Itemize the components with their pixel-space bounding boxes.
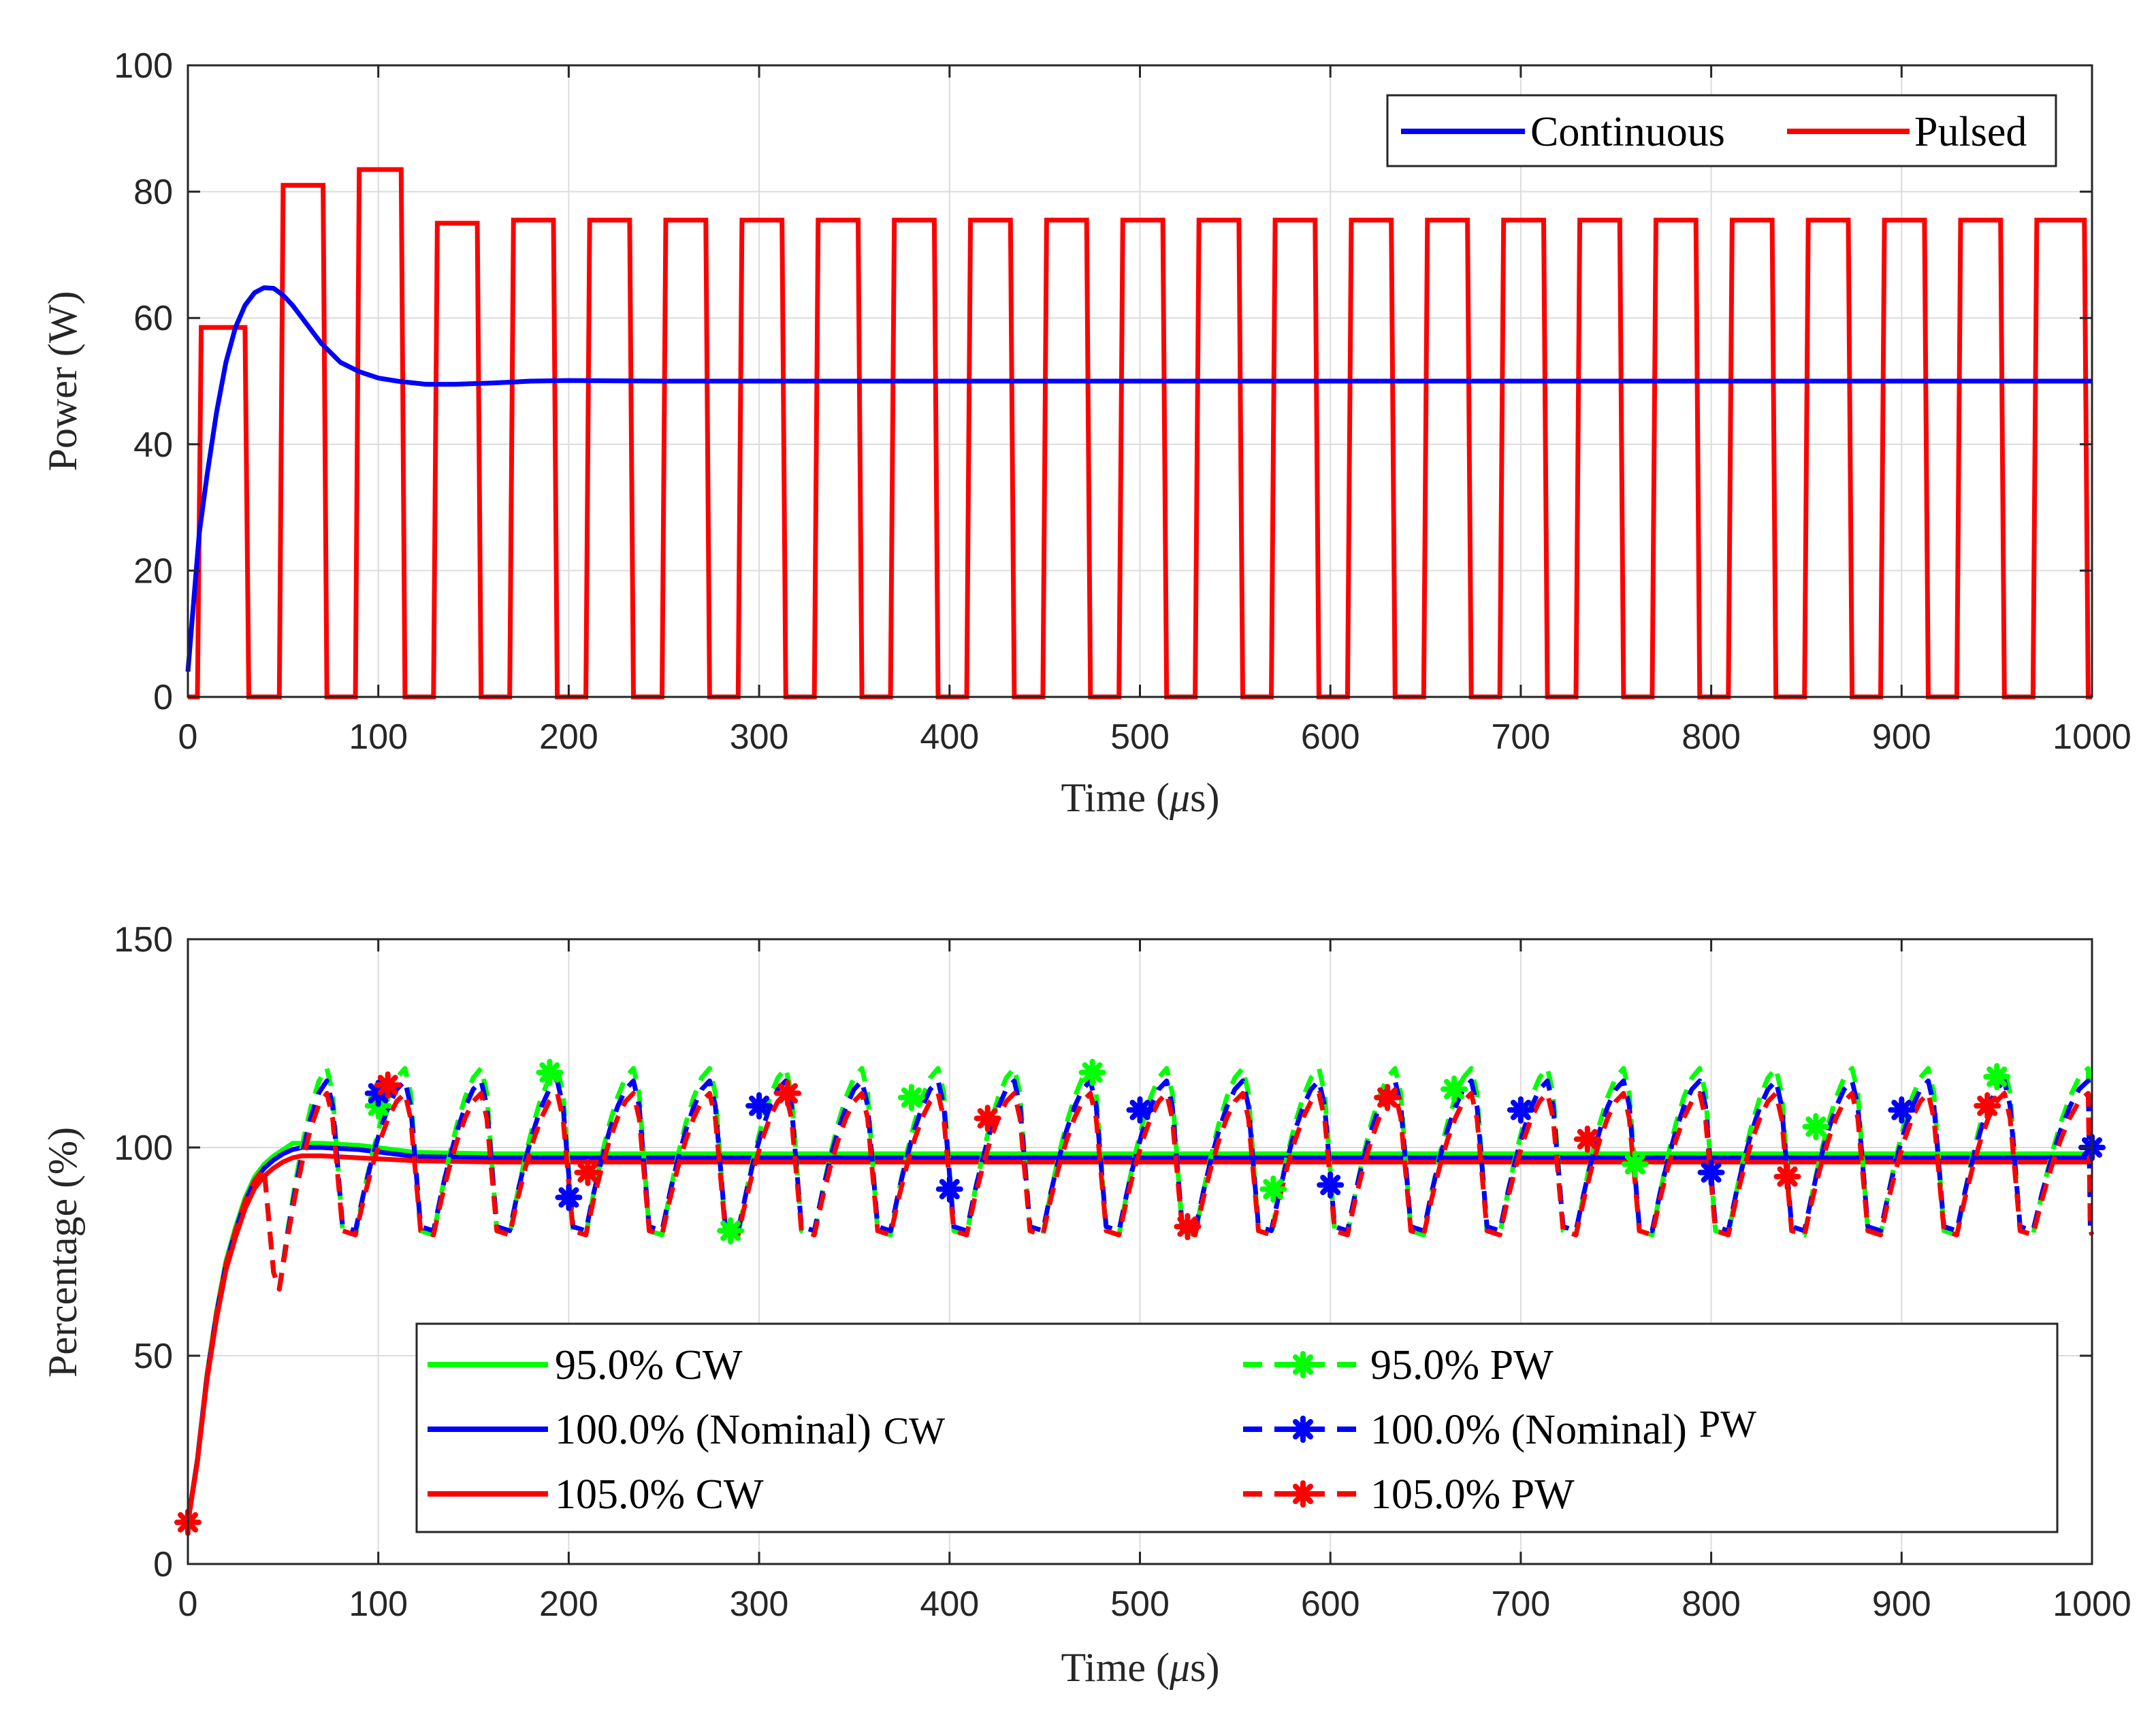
percentage-ticks: 0 100 200 300 400 500 600 700 800 900 1000 0 50 100 15… [114,920,2131,1624]
percentage-x-label-main: Time ( [1061,1645,1170,1690]
percentage-legend: 95.0% CW 100.0% (Nominal) CW 105.0% CW 95… [415,1322,2059,1533]
pw-marker-5 [374,1071,402,1099]
power-x-label-tail: s) [1190,775,1219,820]
pw-marker-5 [1773,1162,1801,1190]
power-y-tick-label: 100 [114,46,173,86]
percentage-x-tick-label: 700 [1492,1584,1551,1624]
power-x-tick-label: 400 [920,717,979,757]
pw-marker-3 [1802,1113,1830,1141]
power-y-tick-label: 20 [133,551,173,591]
legend-pulsed-label: Pulsed [1914,109,2027,155]
pw-marker-4 [1126,1096,1154,1124]
percentage-y-axis-label: Percentage (%) [40,1127,85,1378]
power-chart: 0 100 200 300 400 500 600 700 800 900 1000 0 20 40 60 8… [40,46,2131,820]
power-x-label-mu: μ [1169,775,1190,820]
percentage-y-tick-label: 100 [114,1128,173,1168]
legend-cw95-label: 95.0% CW [555,1342,743,1388]
legend-continuous-label: Continuous [1530,109,1725,155]
power-x-tick-label: 1000 [2053,717,2131,757]
power-x-tick-label: 100 [349,717,408,757]
legend-cw105-label: 105.0% CW [555,1471,764,1518]
pw-marker-4 [1697,1158,1725,1186]
power-y-tick-label: 80 [133,173,173,212]
percentage-x-tick-label: 800 [1682,1584,1741,1624]
legend-pw100-label: 100.0% (Nominal) PW [1370,1403,1756,1453]
pw-marker-5 [774,1079,802,1107]
pw-marker-5 [1374,1083,1402,1111]
pw-marker-3 [536,1058,564,1086]
pw-marker-4 [1888,1096,1916,1124]
power-y-axis-label: Power (W) [40,291,85,472]
pw-marker-4 [745,1092,773,1120]
legend-pw100-marker [1289,1416,1317,1443]
percentage-x-tick-label: 200 [539,1584,598,1624]
legend-pw105-label: 105.0% PW [1370,1471,1575,1518]
power-y-tick-label: 0 [153,678,173,717]
pw-marker-3 [1983,1063,2011,1090]
percentage-y-tick-label: 50 [133,1337,173,1376]
power-y-tick-label: 40 [133,425,173,465]
legend-cw100-label-b: CW [884,1410,945,1452]
power-x-tick-label: 300 [730,717,789,757]
percentage-x-axis-label: Time (μs) [1061,1645,1220,1690]
continuous-series-line [185,285,2092,672]
pw-marker-3 [1441,1075,1468,1103]
pw-marker-5 [1174,1213,1202,1241]
percentage-x-label-mu: μ [1169,1645,1190,1690]
pw-marker-4 [935,1175,963,1203]
power-x-tick-label: 700 [1492,717,1551,757]
percentage-x-tick-label: 500 [1110,1584,1170,1624]
pw-marker-5 [1573,1125,1601,1153]
pw-marker-5 [974,1105,1001,1132]
pw-marker-5 [1974,1092,2001,1120]
percentage-x-tick-label: 600 [1301,1584,1360,1624]
power-x-tick-label: 200 [539,717,598,757]
pw-series-line-5 [185,1090,2095,1523]
power-x-tick-label: 0 [178,717,198,757]
power-legend: Continuous Pulsed [1386,94,2057,167]
power-x-tick-label: 900 [1872,717,1931,757]
pw-marker-3 [717,1217,745,1245]
percentage-chart: 0 100 200 300 400 500 600 700 800 900 1000 0 50 100 15… [40,920,2131,1690]
power-ticks: 0 100 200 300 400 500 600 700 800 900 1000 0 20 40 60 8… [114,46,2131,757]
pw-marker-3 [897,1083,925,1111]
pw-marker-4 [1317,1171,1345,1199]
legend-pw105-marker [1289,1480,1317,1508]
legend-pw95-marker [1289,1351,1317,1378]
percentage-x-tick-label: 900 [1872,1584,1931,1624]
pw-marker-4 [1507,1096,1534,1124]
percentage-x-tick-label: 300 [730,1584,789,1624]
percentage-x-tick-label: 1000 [2053,1584,2131,1624]
power-x-label-main: Time ( [1061,775,1170,820]
percentage-x-tick-label: 100 [349,1584,408,1624]
percentage-y-tick-label: 0 [153,1545,173,1584]
pw-marker-3 [1259,1175,1287,1203]
legend-cw100-label-a: 100.0% (Nominal) [555,1407,871,1453]
legend-pw100-label-b: PW [1699,1403,1756,1446]
percentage-x-tick-label: 400 [920,1584,979,1624]
pw-marker-5 [574,1158,602,1186]
percentage-x-tick-label: 0 [178,1584,198,1624]
power-x-tick-label: 500 [1110,717,1170,757]
legend-cw100-label: 100.0% (Nominal) CW [555,1407,945,1453]
pw-marker-3 [1078,1058,1106,1086]
power-y-tick-label: 60 [133,299,173,338]
power-x-tick-label: 800 [1682,717,1741,757]
power-x-tick-label: 600 [1301,717,1360,757]
percentage-y-tick-label: 150 [114,920,173,960]
pw-marker-3 [1621,1150,1649,1178]
power-x-axis-label: Time (μs) [1061,775,1220,820]
percentage-legend-box [415,1322,2059,1533]
percentage-x-label-tail: s) [1190,1645,1219,1690]
pw-marker-4 [555,1184,583,1211]
legend-pw95-label: 95.0% PW [1370,1342,1554,1388]
cw-series-line-2 [185,1153,2092,1524]
legend-pw100-label-a: 100.0% (Nominal) [1370,1407,1687,1453]
